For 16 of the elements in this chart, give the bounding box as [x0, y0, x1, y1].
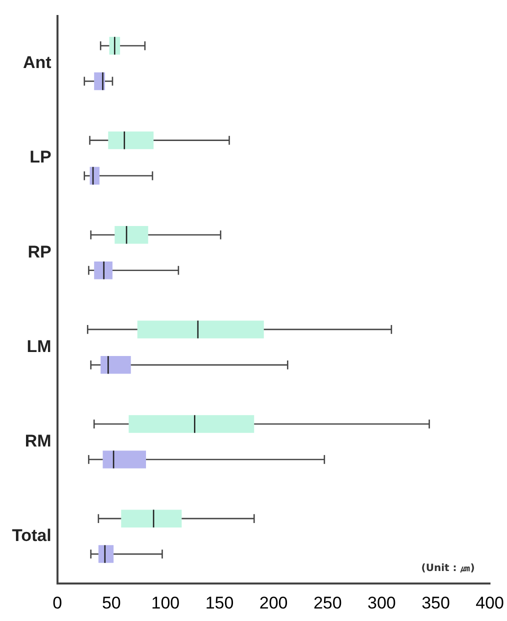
x-tick-label: 250 [313, 593, 342, 612]
y-tick-label: Ant [23, 53, 52, 72]
x-tick-label: 0 [52, 593, 62, 612]
y-tick-label: RM [24, 431, 52, 450]
x-tick-label: 50 [102, 593, 121, 612]
y-tick-label: LM [26, 336, 52, 356]
y-tick-label: RP [28, 242, 52, 262]
x-tick-label: 200 [259, 593, 288, 612]
y-tick-label: Total [12, 526, 52, 546]
x-tick-label: 300 [368, 593, 396, 612]
x-tick-label: 100 [151, 593, 180, 612]
annotation: (Unit : ㎛) [421, 563, 475, 574]
y-tick-label: LP [30, 148, 52, 167]
x-tick-label: 350 [422, 593, 450, 612]
x-tick-label: 150 [205, 593, 234, 612]
x-tick-label: 400 [476, 593, 504, 612]
